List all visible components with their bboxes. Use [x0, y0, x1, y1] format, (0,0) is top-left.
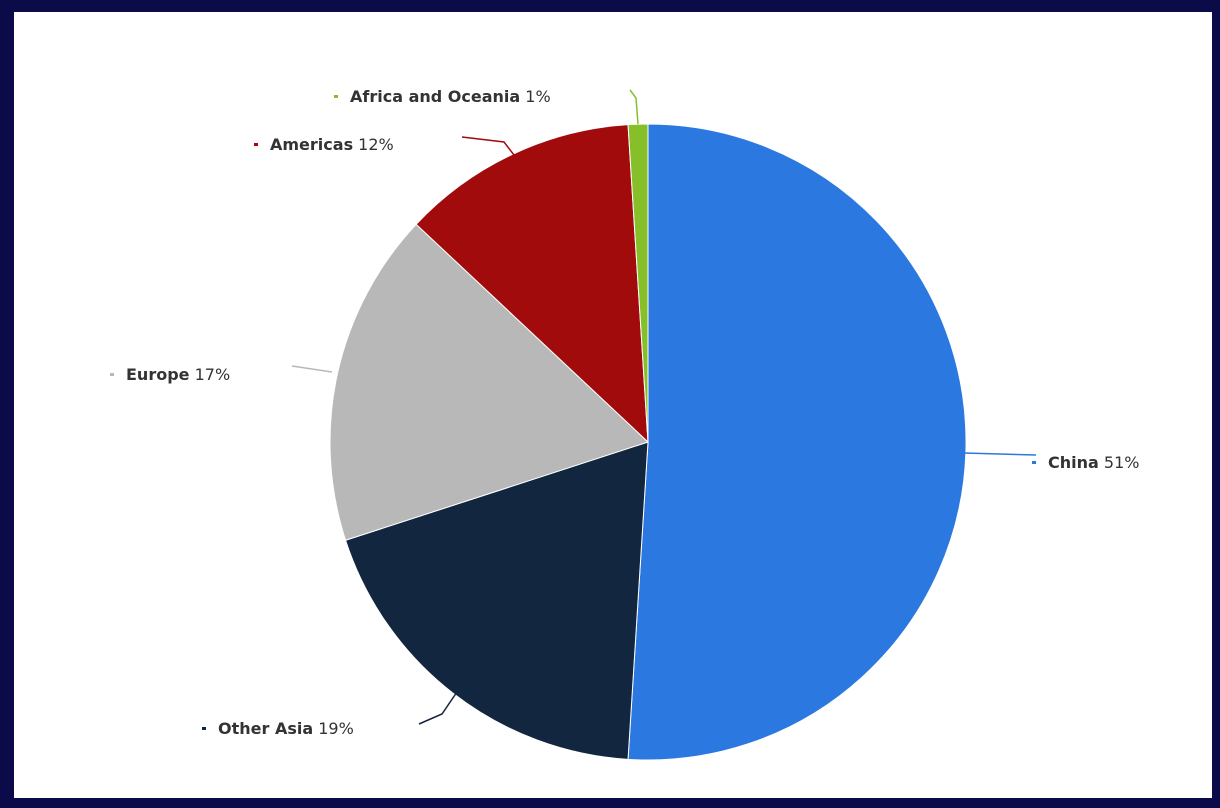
data-label-africa-and-oceania: Africa and Oceania 1%	[350, 87, 551, 106]
data-label-value: 51%	[1099, 453, 1140, 472]
pie-slices	[329, 123, 967, 761]
pie-slice-africa-and-oceania[interactable]	[627, 123, 649, 443]
label-bullet-icon	[1032, 461, 1036, 464]
pie-chart: China 51% Other Asia 19% Europe 17% America…	[110, 87, 1139, 761]
pie-slice-other-asia[interactable]	[344, 441, 649, 760]
chart-frame: China 51% Other Asia 19% Europe 17% America…	[14, 12, 1212, 798]
data-label-name: Africa and Oceania	[350, 87, 520, 106]
leader-line-europe	[291, 365, 333, 373]
leader-line-americas	[461, 136, 515, 156]
leader-line-china	[963, 452, 1037, 456]
data-label-americas: Americas 12%	[270, 135, 394, 154]
data-label-value: 1%	[520, 87, 550, 106]
label-bullet-icon	[254, 143, 258, 146]
data-label-name: China	[1048, 453, 1099, 472]
data-label-china: China 51%	[1048, 453, 1139, 472]
leader-line-other-asia	[418, 688, 460, 725]
leader-lines	[291, 89, 1037, 725]
data-label-europe: Europe 17%	[126, 365, 230, 384]
pie-slice-china[interactable]	[627, 123, 967, 761]
data-label-value: 17%	[190, 365, 231, 384]
data-label-name: Other Asia	[218, 719, 313, 738]
label-bullet-icon	[110, 373, 114, 376]
pie-slice-europe[interactable]	[329, 223, 649, 541]
leader-line-africa-and-oceania	[629, 89, 639, 125]
label-bullet-icon	[202, 727, 206, 730]
data-labels: China 51% Other Asia 19% Europe 17% America…	[110, 87, 1139, 738]
data-label-name: Europe	[126, 365, 190, 384]
data-label-value: 19%	[313, 719, 354, 738]
label-bullet-icon	[334, 95, 338, 98]
data-label-other-asia: Other Asia 19%	[218, 719, 354, 738]
data-label-name: Americas	[270, 135, 353, 154]
data-label-value: 12%	[353, 135, 394, 154]
